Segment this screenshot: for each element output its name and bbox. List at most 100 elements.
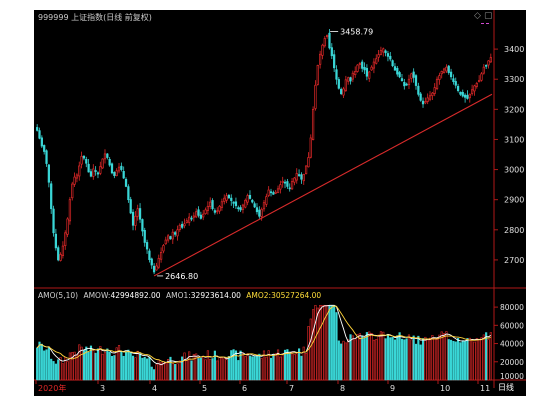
volume-bar: [333, 304, 336, 381]
volume-bar: [157, 359, 160, 381]
x-tick-label: 6: [242, 384, 247, 393]
candle-body: [377, 54, 380, 58]
x-tick-label: 9: [390, 384, 395, 393]
trendline: [153, 93, 493, 277]
candle-body: [449, 71, 453, 78]
candle-body: [349, 77, 352, 82]
volume-bar: [375, 339, 378, 381]
x-tick-label: 8: [340, 384, 345, 393]
candle-body: [64, 232, 67, 246]
volume-bar: [78, 344, 81, 381]
volume-bar: [321, 304, 324, 381]
candle-body: [461, 91, 464, 97]
candle-body: [293, 177, 296, 183]
volume-bar: [185, 360, 188, 381]
volume-tick-label: 20000: [500, 358, 524, 367]
candle-body: [466, 94, 469, 99]
candle-body: [103, 153, 107, 160]
candle-body: [117, 166, 121, 172]
volume-bar: [258, 353, 261, 381]
price-tick-label: 3300: [504, 75, 524, 84]
candle-body: [178, 224, 181, 230]
candle-body: [475, 83, 478, 87]
candle-body: [368, 71, 371, 79]
volume-bar: [260, 358, 263, 381]
volume-bar: [312, 309, 315, 381]
candle-body: [143, 230, 146, 243]
volume-bar: [178, 360, 181, 381]
candle-body: [379, 50, 383, 55]
expand-icon[interactable]: ▢: [484, 11, 493, 21]
candle-body: [435, 78, 439, 90]
volume-bar: [295, 353, 298, 381]
volume-bar: [176, 363, 179, 381]
volume-bar: [286, 349, 289, 381]
overlay-layer: 3458.79 2646.80: [36, 27, 493, 366]
volume-bar: [344, 342, 347, 381]
volume-bar: [337, 340, 340, 381]
candle-body: [120, 165, 123, 170]
volume-bar: [131, 355, 135, 381]
volume-bar: [199, 357, 202, 381]
candle-body: [150, 258, 153, 266]
volume-bar: [227, 356, 230, 381]
candle-body: [290, 181, 294, 190]
volume-bar: [356, 334, 359, 381]
volume-bar: [447, 339, 450, 381]
candle-body: [407, 78, 411, 86]
volume-bar: [225, 359, 228, 381]
candle-body: [253, 203, 256, 208]
candle-body: [85, 158, 88, 164]
candle-body: [124, 178, 128, 187]
candle-body: [78, 165, 81, 177]
candle-body: [389, 55, 392, 60]
volume-bar: [127, 349, 130, 381]
volume-bar: [300, 355, 303, 381]
volume-bar: [183, 352, 186, 381]
candle-body: [227, 194, 231, 199]
candle-body: [342, 88, 345, 96]
volume-axis: 80000 60000 40000 20000 10000: [494, 303, 524, 381]
candle-body: [216, 210, 219, 213]
volume-bar: [298, 348, 301, 381]
candle-body: [440, 71, 443, 75]
candle-body: [370, 66, 373, 71]
volume-bar: [262, 350, 266, 381]
candle-body: [131, 211, 135, 226]
volume-bar: [445, 331, 448, 381]
volume-tick-label: 80000: [500, 303, 524, 312]
candle-body: [162, 245, 165, 252]
candle-body: [428, 95, 432, 100]
volume-bar: [241, 352, 245, 381]
volume-bar: [391, 337, 394, 381]
candle-body: [47, 164, 50, 183]
volume-bar: [433, 337, 436, 381]
candle-body: [92, 168, 95, 177]
volume-bar: [386, 334, 390, 381]
volume-bar: [487, 339, 490, 381]
amo2-value: 30527264.00: [271, 291, 322, 300]
candle-body: [82, 155, 86, 159]
volume-bar: [120, 351, 123, 381]
candle-body: [463, 94, 467, 98]
amo1-label: AMO1:: [165, 291, 191, 300]
volume-bar: [400, 338, 404, 381]
candle-body: [372, 61, 376, 69]
volume-bar: [421, 338, 425, 381]
diamond-icon[interactable]: ◇: [474, 11, 481, 21]
candle-body: [190, 217, 193, 220]
candle-body: [225, 195, 228, 201]
period-button[interactable]: 日线: [498, 383, 514, 392]
candle-body: [145, 242, 149, 250]
candle-body: [442, 68, 446, 74]
volume-bar: [466, 338, 469, 381]
candle-body: [328, 32, 331, 49]
volume-bar: [489, 332, 492, 381]
candle-body: [344, 79, 347, 91]
series-marker-icon: [481, 23, 489, 26]
volume-bar: [274, 353, 277, 381]
volume-bar: [452, 340, 455, 381]
candle-body: [213, 210, 217, 213]
volume-bar: [365, 332, 368, 381]
volume-bar: [40, 343, 43, 381]
